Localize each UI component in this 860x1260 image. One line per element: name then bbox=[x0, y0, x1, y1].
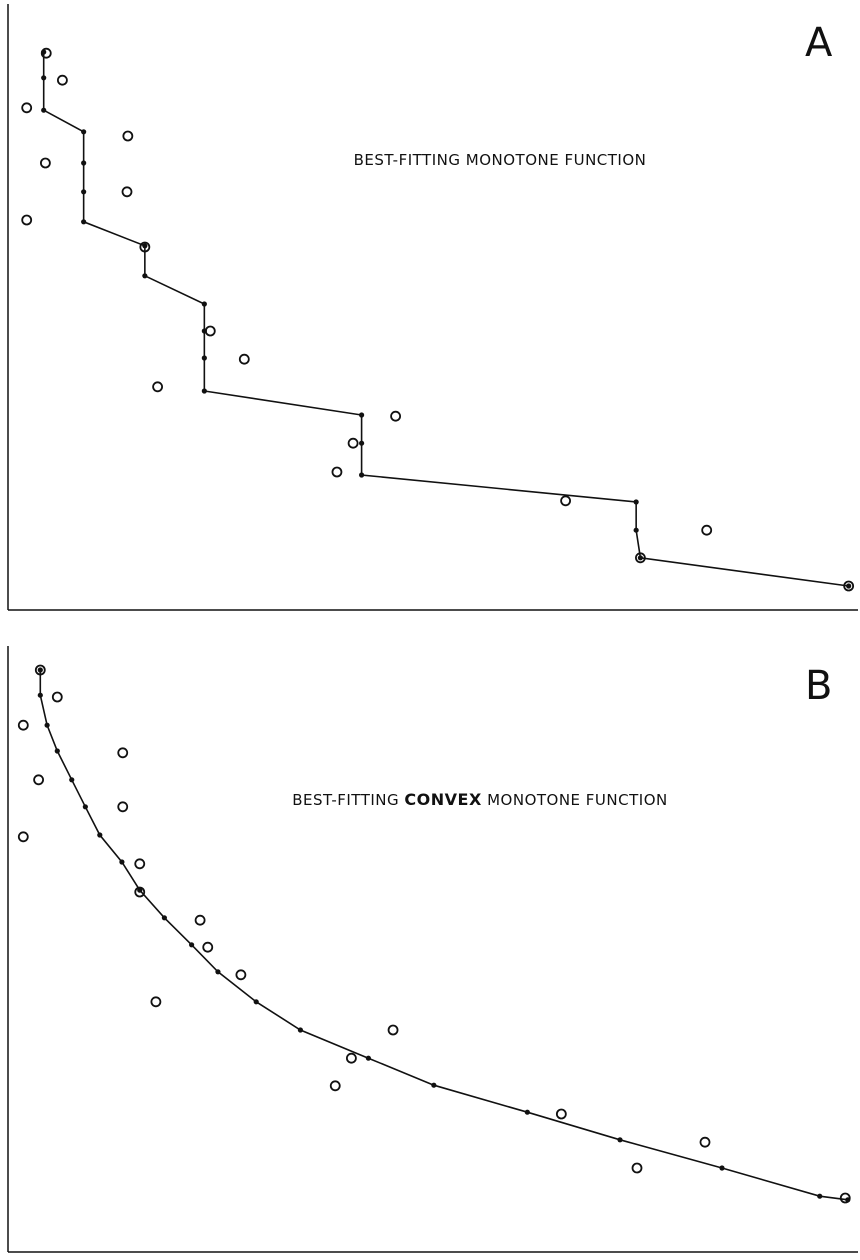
chart-title: BEST-FITTING MONOTONE FUNCTION bbox=[354, 151, 647, 169]
data-point bbox=[204, 325, 216, 337]
title-part: BEST-FITTING bbox=[354, 151, 461, 169]
data-point bbox=[555, 1108, 567, 1120]
data-point bbox=[235, 969, 247, 981]
data-point bbox=[387, 1024, 399, 1036]
fit-vertex bbox=[41, 107, 47, 113]
data-point bbox=[701, 524, 713, 536]
fit-vertex bbox=[365, 1055, 371, 1061]
fit-vertex bbox=[37, 667, 43, 673]
fit-vertex bbox=[81, 189, 87, 195]
fit-vertex bbox=[81, 219, 87, 225]
data-point bbox=[390, 410, 402, 422]
data-point bbox=[331, 466, 343, 478]
fit-vertex bbox=[637, 555, 644, 561]
data-point bbox=[17, 719, 29, 731]
data-point bbox=[202, 941, 214, 953]
fit-vertex bbox=[633, 499, 639, 505]
data-point bbox=[194, 914, 206, 926]
data-point bbox=[40, 157, 51, 169]
title-part: MONOTONE FUNCTION bbox=[466, 151, 647, 169]
data-point bbox=[699, 1136, 711, 1148]
title-part: CONVEX bbox=[404, 790, 482, 809]
fit-vertex bbox=[524, 1109, 530, 1115]
fit-vertex bbox=[215, 969, 221, 975]
data-point bbox=[121, 186, 133, 198]
fit-vertex bbox=[617, 1137, 623, 1143]
panel-label: A bbox=[805, 20, 833, 66]
data-point bbox=[57, 74, 68, 86]
fit-vertex bbox=[69, 777, 75, 783]
fit-vertex bbox=[359, 412, 365, 418]
fit-vertex bbox=[54, 748, 60, 754]
fit-vertex bbox=[41, 75, 47, 81]
title-part: BEST-FITTING bbox=[292, 791, 399, 809]
data-point bbox=[238, 353, 250, 365]
fit-vertex bbox=[297, 1027, 303, 1033]
data-point bbox=[21, 102, 33, 114]
data-point bbox=[134, 886, 146, 898]
fit-vertex bbox=[82, 804, 88, 810]
fit-vertex bbox=[97, 832, 103, 838]
fit-vertex bbox=[201, 388, 207, 394]
fit-vertex bbox=[359, 440, 365, 446]
fit-vertex bbox=[431, 1082, 437, 1088]
data-point bbox=[117, 747, 129, 759]
fit-vertex bbox=[633, 527, 639, 533]
fit-vertex bbox=[81, 129, 87, 135]
data-point bbox=[17, 831, 29, 843]
fit-vertex bbox=[719, 1165, 725, 1171]
data-point bbox=[34, 664, 46, 676]
panel-label: B bbox=[805, 663, 832, 709]
data-point bbox=[117, 801, 129, 813]
data-point bbox=[21, 214, 33, 226]
data-point bbox=[347, 437, 359, 449]
fit-vertex bbox=[846, 583, 852, 589]
fit-vertex bbox=[201, 301, 207, 307]
fit-vertex bbox=[119, 859, 125, 865]
data-point bbox=[635, 552, 646, 564]
data-point bbox=[122, 130, 134, 142]
fit-vertex bbox=[189, 942, 195, 948]
data-point bbox=[329, 1080, 341, 1092]
fit-line bbox=[39, 670, 848, 1201]
data-point bbox=[40, 47, 52, 59]
fit-vertex bbox=[137, 887, 143, 893]
data-point bbox=[134, 858, 146, 870]
data-point bbox=[345, 1052, 357, 1064]
fit-vertex bbox=[142, 243, 148, 249]
data-point bbox=[150, 996, 162, 1008]
fit-vertex bbox=[37, 692, 43, 698]
fit-vertex bbox=[81, 160, 87, 166]
title-part: MONOTONE FUNCTION bbox=[487, 791, 668, 809]
data-point bbox=[560, 495, 571, 507]
fit-vertex bbox=[253, 999, 259, 1005]
data-point bbox=[51, 691, 63, 703]
data-point bbox=[631, 1162, 643, 1174]
fit-vertex bbox=[359, 472, 365, 478]
fit-line bbox=[42, 52, 849, 587]
fit-vertex bbox=[44, 722, 50, 728]
fit-vertex bbox=[161, 915, 167, 921]
fit-vertex bbox=[817, 1193, 823, 1199]
fit-vertex bbox=[201, 355, 207, 361]
data-point bbox=[839, 1192, 851, 1204]
data-point bbox=[33, 774, 44, 786]
fit-vertex bbox=[142, 273, 148, 279]
data-point bbox=[152, 381, 164, 393]
data-point bbox=[843, 580, 855, 592]
data-point bbox=[139, 241, 151, 253]
chart-title: BEST-FITTING CONVEX MONOTONE FUNCTION bbox=[292, 790, 667, 809]
